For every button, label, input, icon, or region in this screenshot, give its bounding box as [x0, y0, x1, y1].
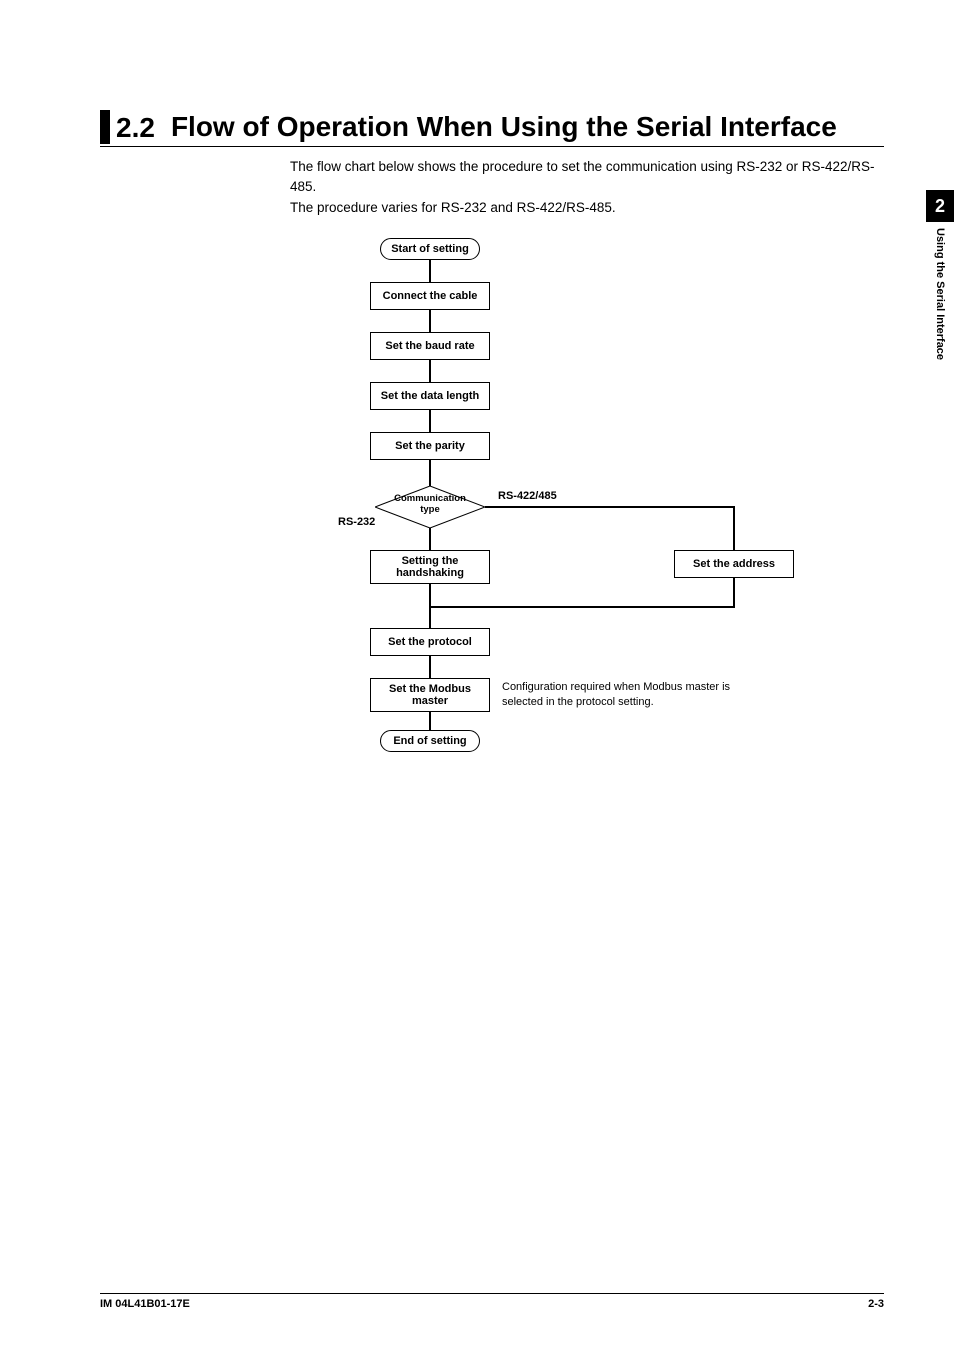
connector — [429, 260, 431, 282]
label-rs422: RS-422/485 — [498, 490, 557, 502]
section-bar — [100, 110, 110, 144]
side-tab-text: Using the Serial Interface — [934, 228, 946, 360]
connector — [733, 506, 735, 550]
side-tab-number: 2 — [926, 190, 954, 222]
connector — [733, 578, 735, 608]
flowchart: Start of setting Connect the cable Set t… — [290, 238, 810, 898]
connector — [429, 528, 431, 550]
flow-start: Start of setting — [380, 238, 480, 260]
diamond-line2: type — [375, 505, 485, 516]
flow-decision: Communication type — [375, 486, 485, 528]
page-footer: IM 04L41B01-17E 2-3 — [100, 1293, 884, 1310]
footer-docid: IM 04L41B01-17E — [100, 1298, 190, 1310]
connector — [429, 310, 431, 332]
flow-parity: Set the parity — [370, 432, 490, 460]
section-title: Flow of Operation When Using the Serial … — [171, 110, 884, 144]
connector — [429, 360, 431, 382]
intro-line1: The flow chart below shows the procedure… — [290, 157, 884, 198]
flow-end: End of setting — [380, 730, 480, 752]
connector — [429, 656, 431, 678]
flow-connect: Connect the cable — [370, 282, 490, 310]
side-tab: 2 Using the Serial Interface — [926, 190, 954, 420]
label-rs232: RS-232 — [338, 516, 375, 528]
flow-address: Set the address — [674, 550, 794, 578]
intro-text: The flow chart below shows the procedure… — [290, 157, 884, 218]
connector — [429, 584, 431, 628]
flow-modbus: Set the Modbus master — [370, 678, 490, 712]
flow-protocol: Set the protocol — [370, 628, 490, 656]
connector — [429, 460, 431, 486]
connector — [429, 410, 431, 432]
flow-handshake: Setting the handshaking — [370, 550, 490, 584]
connector — [485, 506, 735, 508]
footer-pagenum: 2-3 — [868, 1298, 884, 1310]
section-header: 2.2 Flow of Operation When Using the Ser… — [100, 110, 884, 147]
connector — [430, 606, 735, 608]
flow-note: Configuration required when Modbus maste… — [502, 680, 772, 711]
flow-baud: Set the baud rate — [370, 332, 490, 360]
flow-datalen: Set the data length — [370, 382, 490, 410]
intro-line2: The procedure varies for RS-232 and RS-4… — [290, 198, 884, 218]
section-number: 2.2 — [116, 110, 171, 144]
connector — [429, 712, 431, 730]
